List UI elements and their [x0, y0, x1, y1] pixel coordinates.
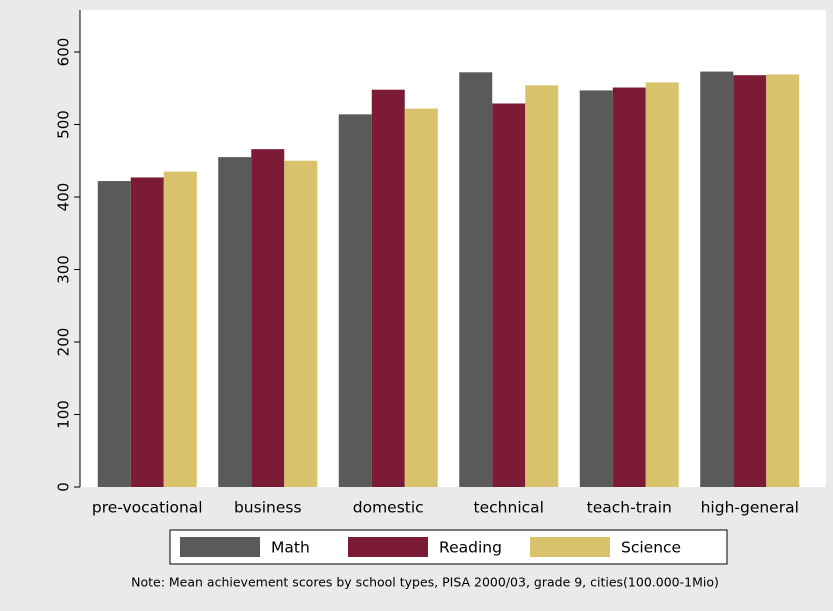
- x-tick-label: teach-train: [587, 499, 672, 517]
- note: Note: Mean achievement scores by school …: [131, 575, 719, 590]
- bar: [492, 103, 526, 487]
- bar: [371, 89, 405, 487]
- bar: [645, 82, 679, 487]
- bar: [284, 160, 318, 487]
- bar: [130, 177, 164, 488]
- y-tick-label: 300: [55, 255, 73, 284]
- bar: [218, 157, 252, 487]
- bar: [700, 71, 734, 487]
- x-tick-label: technical: [474, 499, 544, 517]
- y-tick-label: 500: [55, 110, 73, 139]
- y-tick-label: 400: [55, 183, 73, 212]
- x-tick-label: pre-vocational: [92, 499, 203, 517]
- legend-swatch: [348, 537, 428, 557]
- y-tick-label: 200: [55, 328, 73, 357]
- bar: [97, 181, 131, 488]
- legend-swatch: [530, 537, 610, 557]
- x-tick-label: business: [234, 499, 302, 517]
- legend: [169, 529, 728, 565]
- y-tick-label: 0: [55, 482, 73, 492]
- legend-label: Reading: [439, 539, 502, 557]
- legend-swatch: [180, 537, 260, 557]
- bar: [525, 85, 559, 487]
- bar: [163, 171, 197, 487]
- legend-label: Math: [271, 539, 310, 557]
- bar: [766, 74, 800, 487]
- x-tick-label: high-general: [701, 499, 799, 517]
- legend-label: Science: [621, 539, 681, 557]
- y-tick-label: 600: [55, 38, 73, 67]
- y-tick-label: 100: [55, 400, 73, 429]
- bar: [459, 72, 493, 488]
- bar: [612, 87, 646, 488]
- x-tick-label: domestic: [353, 499, 424, 517]
- bar: [733, 75, 767, 487]
- bar: [404, 108, 438, 488]
- bar: [579, 90, 613, 488]
- bar: [251, 149, 285, 487]
- bar: [338, 114, 372, 487]
